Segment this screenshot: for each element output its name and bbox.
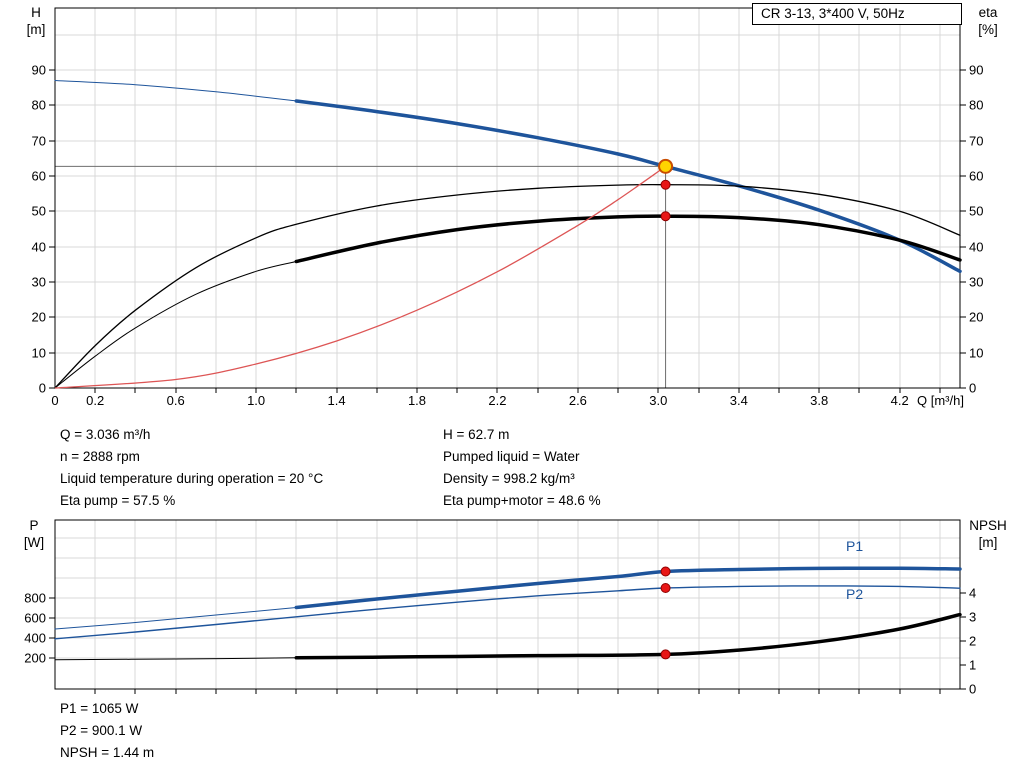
svg-text:40: 40: [32, 240, 46, 255]
svg-text:30: 30: [969, 275, 983, 290]
p1-curve: [54, 566, 962, 630]
eta-pump-motor-text: Eta pump+motor = 48.6 %: [443, 493, 601, 508]
svg-text:0.2: 0.2: [86, 393, 104, 408]
svg-text:90: 90: [32, 63, 46, 78]
plot-frame: [54, 519, 961, 690]
npsh-axis-title: NPSH [m]: [958, 517, 1018, 551]
svg-text:10: 10: [32, 346, 46, 361]
svg-text:800: 800: [24, 591, 46, 606]
svg-text:90: 90: [969, 63, 983, 78]
svg-text:0: 0: [969, 381, 976, 396]
npsh-axis-symbol: NPSH: [969, 518, 1007, 533]
svg-text:4.2: 4.2: [891, 393, 909, 408]
eta-axis-symbol: eta: [978, 5, 998, 20]
svg-text:0: 0: [969, 682, 976, 697]
p-axis-symbol: P: [29, 518, 39, 533]
p-axis-unit: [W]: [23, 535, 45, 550]
svg-text:1: 1: [969, 658, 976, 673]
svg-text:0: 0: [39, 381, 46, 396]
svg-text:10: 10: [969, 346, 983, 361]
svg-text:3.0: 3.0: [649, 393, 667, 408]
eta-pump-point: [660, 179, 671, 190]
p2-text: P2 = 900.1 W: [60, 723, 143, 738]
pumped-liquid-text: Pumped liquid = Water: [443, 449, 580, 464]
svg-text:40: 40: [969, 240, 983, 255]
power-data: P1 = 1065 W P2 = 900.1 W NPSH = 1.44 m: [60, 698, 154, 764]
duty-point-crosshair: [55, 162, 667, 388]
speed-text: n = 2888 rpm: [60, 449, 140, 464]
head-curve: [54, 80, 962, 274]
svg-text:2: 2: [969, 634, 976, 649]
eta-pump-curve: [54, 183, 961, 389]
h-axis-unit: [m]: [26, 22, 46, 37]
svg-text:3.8: 3.8: [810, 393, 828, 408]
power-npsh-chart: P1 P2 200 400 600 800 0 1 2 3 4: [24, 519, 976, 697]
svg-text:200: 200: [24, 651, 46, 666]
eta-pump-text: Eta pump = 57.5 %: [60, 493, 176, 508]
p2-curve-label: P2: [846, 586, 863, 602]
duty-data-right: H = 62.7 m Pumped liquid = Water Density…: [443, 424, 601, 512]
pump-model-label: CR 3-13, 3*400 V, 50Hz: [752, 3, 962, 25]
npsh-point: [660, 649, 671, 660]
eta-pump-motor-point: [660, 211, 671, 222]
p-axis-title: P [W]: [12, 517, 56, 551]
svg-text:60: 60: [32, 169, 46, 184]
svg-text:30: 30: [32, 275, 46, 290]
p2-point: [660, 583, 671, 593]
system-curve: [54, 165, 667, 389]
svg-text:80: 80: [969, 98, 983, 113]
p1-point: [660, 566, 671, 577]
eta-axis-title: eta [%]: [964, 4, 1012, 38]
npsh-axis-unit: [m]: [978, 535, 998, 550]
svg-text:70: 70: [969, 134, 983, 149]
svg-text:2.6: 2.6: [569, 393, 587, 408]
grid: [55, 8, 960, 388]
h-axis-title: H [m]: [16, 4, 56, 38]
duty-point[interactable]: [658, 158, 674, 174]
svg-text:70: 70: [32, 134, 46, 149]
density-text: Density = 998.2 kg/m³: [443, 471, 575, 486]
svg-text:Q [m³/h]: Q [m³/h]: [917, 393, 964, 408]
eta-pump-motor-curve: [54, 214, 962, 389]
p1-text: P1 = 1065 W: [60, 701, 139, 716]
svg-text:1.8: 1.8: [408, 393, 426, 408]
svg-text:2.2: 2.2: [488, 393, 506, 408]
p2-curve: [54, 585, 961, 640]
svg-text:400: 400: [24, 631, 46, 646]
svg-text:4: 4: [969, 586, 976, 601]
svg-text:80: 80: [32, 98, 46, 113]
liquid-temperature-text: Liquid temperature during operation = 20…: [60, 471, 324, 486]
axis-ticks: [49, 592, 966, 694]
eta-axis-unit: [%]: [978, 22, 998, 37]
grid: [55, 520, 960, 689]
svg-text:50: 50: [32, 204, 46, 219]
duty-data-left: Q = 3.036 m³/h n = 2888 rpm Liquid tempe…: [60, 424, 323, 512]
npsh-curve: [54, 612, 962, 661]
qh-eta-chart: 0 10 20 30 40 50 60 70 80 90 0 10 20 30 40 50 60 70 80 90 0 0…: [32, 7, 984, 409]
svg-text:3: 3: [969, 610, 976, 625]
svg-text:1.4: 1.4: [328, 393, 346, 408]
head-text: H = 62.7 m: [443, 427, 510, 442]
p1-curve-label: P1: [846, 538, 863, 554]
h-axis-symbol: H: [31, 5, 41, 20]
svg-text:0.6: 0.6: [167, 393, 185, 408]
npsh-text: NPSH = 1.44 m: [60, 745, 155, 760]
svg-text:3.4: 3.4: [730, 393, 748, 408]
svg-text:20: 20: [969, 310, 983, 325]
svg-text:60: 60: [969, 169, 983, 184]
svg-text:20: 20: [32, 310, 46, 325]
svg-text:1.0: 1.0: [247, 393, 265, 408]
svg-text:0: 0: [51, 393, 58, 408]
svg-text:600: 600: [24, 611, 46, 626]
svg-text:50: 50: [969, 204, 983, 219]
flow-text: Q = 3.036 m³/h: [60, 427, 151, 442]
axis-labels: 0 10 20 30 40 50 60 70 80 90 0 10 20 30 40 50 60 70 80 90 0 0…: [32, 63, 984, 409]
axis-ticks: [49, 69, 966, 393]
plot-frame: [54, 7, 961, 389]
axis-labels: 200 400 600 800 0 1 2 3 4: [24, 586, 976, 697]
